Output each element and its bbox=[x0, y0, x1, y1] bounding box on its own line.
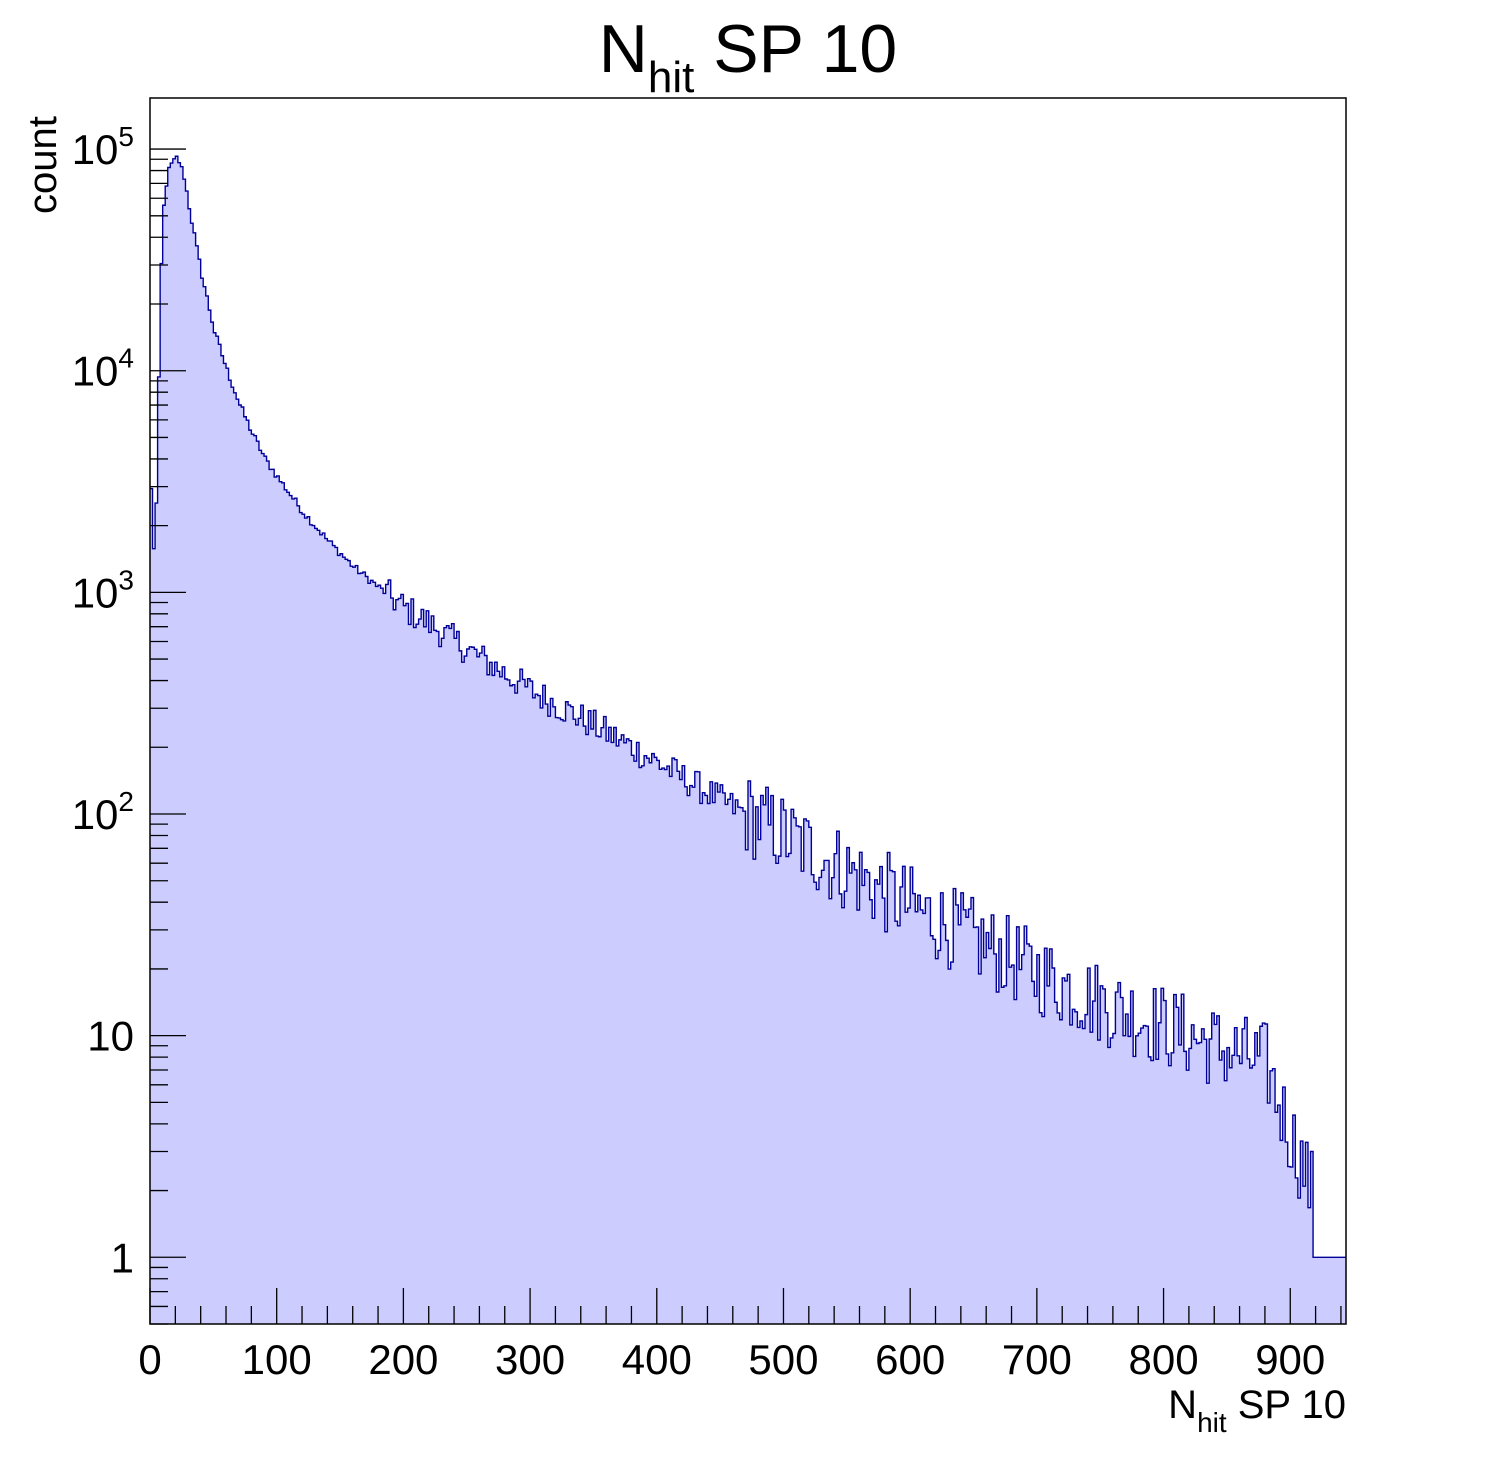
histogram-line bbox=[150, 155, 1346, 1258]
x-axis-label: Nhit SP 10 bbox=[1168, 1383, 1346, 1438]
x-axis-label-sub: hit bbox=[1197, 1407, 1227, 1438]
x-axis-label-main: N bbox=[1168, 1383, 1197, 1427]
y-tick-exponent: 3 bbox=[118, 564, 134, 595]
x-tick-label: 400 bbox=[622, 1336, 692, 1383]
chart-title-rest: SP 10 bbox=[694, 11, 897, 87]
y-tick-label: 103 bbox=[72, 564, 134, 616]
y-tick-base: 10 bbox=[72, 348, 119, 395]
histogram-area bbox=[150, 155, 1346, 1325]
x-tick-label: 500 bbox=[748, 1336, 818, 1383]
x-tick-label: 200 bbox=[368, 1336, 438, 1383]
x-tick-label: 300 bbox=[495, 1336, 565, 1383]
histogram-fill bbox=[150, 156, 1346, 1325]
x-axis-label-rest: SP 10 bbox=[1227, 1383, 1346, 1427]
y-tick-label: 105 bbox=[72, 121, 134, 173]
y-axis-label: count bbox=[21, 116, 65, 214]
x-tick-label: 600 bbox=[875, 1336, 945, 1383]
y-tick-label: 10 bbox=[87, 1013, 134, 1060]
y-tick-exponent: 2 bbox=[118, 786, 134, 817]
chart-title: Nhit SP 10 bbox=[599, 11, 898, 102]
y-tick-label: 102 bbox=[72, 786, 134, 838]
y-tick-base: 10 bbox=[87, 1013, 134, 1060]
x-tick-label: 100 bbox=[242, 1336, 312, 1383]
x-tick-label: 900 bbox=[1255, 1336, 1325, 1383]
x-tick-label: 800 bbox=[1129, 1336, 1199, 1383]
x-tick-label: 700 bbox=[1002, 1336, 1072, 1383]
y-tick-base: 1 bbox=[111, 1234, 134, 1281]
y-tick-label: 1 bbox=[111, 1234, 134, 1281]
y-tick-base: 10 bbox=[72, 791, 119, 838]
chart-title-sub: hit bbox=[648, 53, 694, 102]
x-axis: 0 100 200 300 400 500 600 700 800 900 bbox=[138, 1288, 1342, 1383]
y-tick-label: 104 bbox=[72, 343, 134, 395]
y-tick-exponent: 5 bbox=[118, 121, 134, 152]
x-tick-label: 0 bbox=[138, 1336, 161, 1383]
chart-title-main: N bbox=[599, 11, 648, 87]
y-tick-exponent: 4 bbox=[118, 343, 134, 374]
plot-frame bbox=[149, 97, 1347, 1325]
y-tick-base: 10 bbox=[72, 126, 119, 173]
y-tick-base: 10 bbox=[72, 569, 119, 616]
